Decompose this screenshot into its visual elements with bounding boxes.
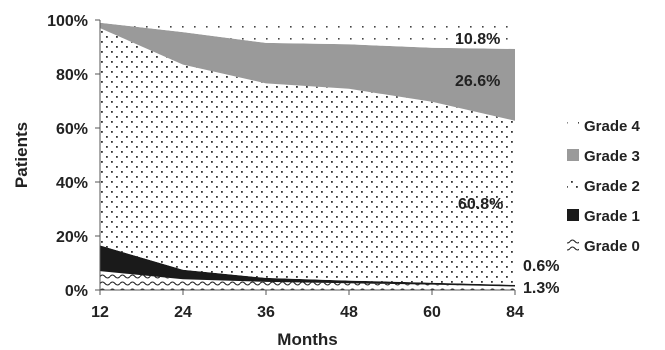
x-tick-label: 60 [423,304,441,321]
area-grade-1 [100,245,515,287]
data-label-grade-1: 0.6% [523,258,559,275]
axes: 0% 20% 40% 60% 80% 100% 12 24 36 48 60 84 Months Pati… [12,13,524,349]
x-axis-title: Months [277,330,337,349]
x-tick-label: 48 [340,304,358,321]
legend-label-grade-4: Grade 4 [584,118,641,135]
legend-label-grade-0: Grade 0 [584,238,640,255]
data-label-grade-3: 26.6% [455,73,500,90]
legend-swatch-grade-3 [567,149,579,161]
legend-label-grade-2: Grade 2 [584,178,640,195]
data-label-grade-4: 10.8% [455,31,500,48]
x-tick-label: 24 [174,304,192,321]
y-axis-title: Patients [12,122,31,188]
y-tick-label: 80% [56,67,88,84]
y-tick-label: 60% [56,121,88,138]
legend: Grade 4 Grade 3 Grade 2 Grade 1 Grade 0 [567,118,641,255]
area-grade-4 [100,19,515,49]
legend-swatch-grade-0 [567,239,579,251]
y-tick-label: 100% [47,13,88,30]
area-grade-0 [100,271,515,290]
x-tick-label: 84 [506,304,524,321]
legend-swatch-grade-1 [567,209,579,221]
y-tick-label: 40% [56,175,88,192]
data-label-grade-2: 60.8% [458,196,503,213]
data-label-grade-0: 1.3% [523,280,559,297]
legend-label-grade-1: Grade 1 [584,208,640,225]
x-tick-label: 12 [91,304,109,321]
legend-label-grade-3: Grade 3 [584,148,640,165]
plot-area [100,19,515,290]
area-grade-2 [100,28,515,285]
x-tick-label: 36 [257,304,275,321]
legend-swatch-grade-4 [567,119,579,131]
area-grade-3 [100,22,515,121]
y-tick-label: 0% [65,283,88,300]
data-labels: 10.8% 26.6% 60.8% 0.6% 1.3% [455,31,559,297]
legend-swatch-grade-2 [567,179,579,191]
y-tick-label: 20% [56,229,88,246]
